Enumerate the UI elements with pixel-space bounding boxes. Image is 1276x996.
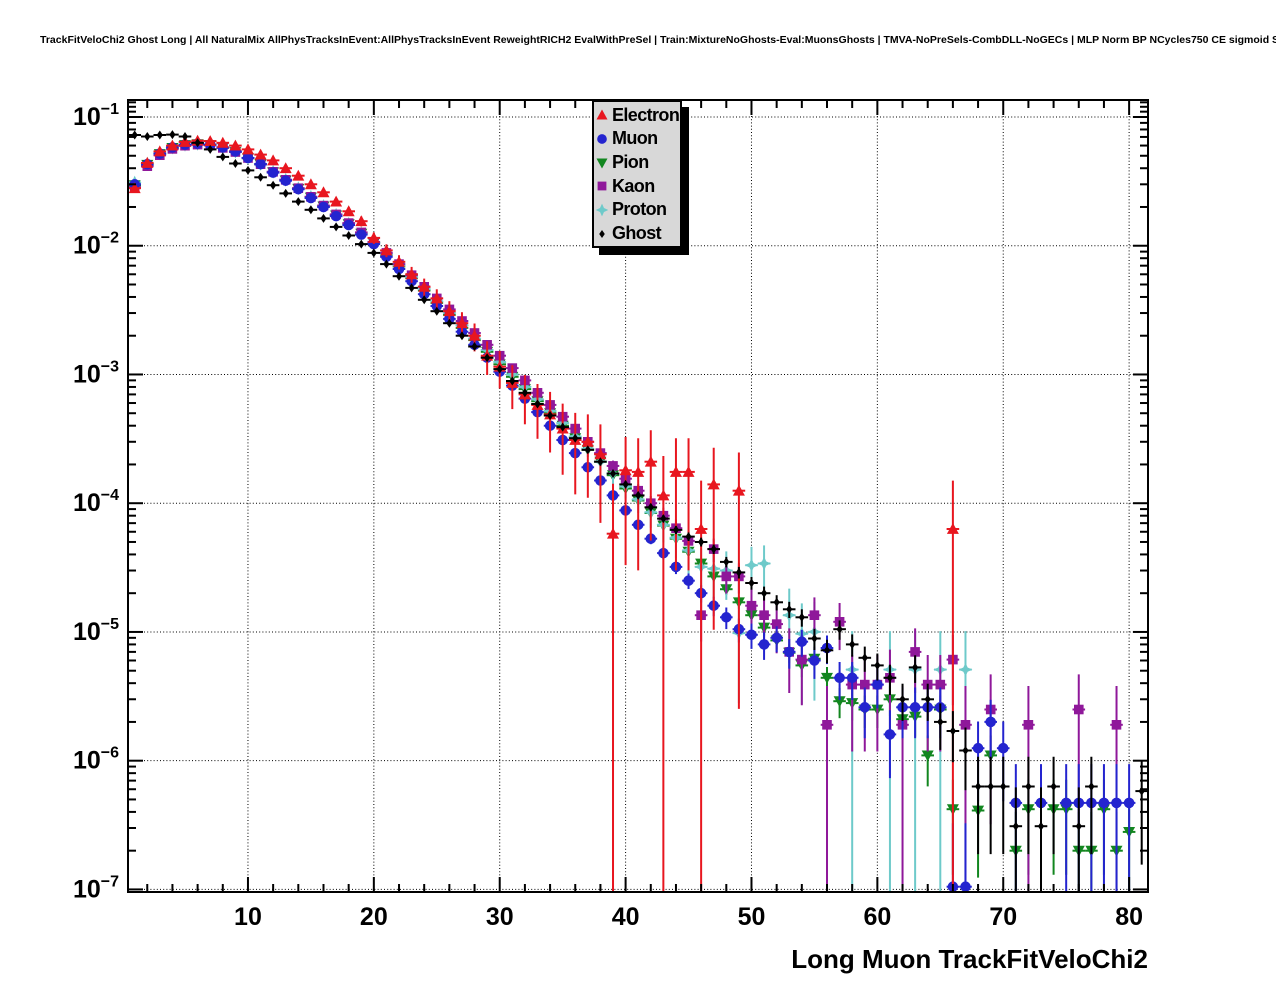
series-pion [128, 139, 1136, 891]
svg-text:10−3: 10−3 [73, 358, 119, 388]
svg-text:40: 40 [612, 903, 640, 931]
svg-text:10−7: 10−7 [73, 873, 119, 903]
svg-text:80: 80 [1115, 903, 1143, 931]
svg-text:10: 10 [234, 903, 262, 931]
legend-label-electron: Electron [612, 104, 680, 125]
legend-label-muon: Muon [612, 128, 658, 149]
plot-title: TrackFitVeloChi2 Ghost Long | All Natura… [40, 34, 1276, 46]
legend-label-ghost: Ghost [612, 223, 662, 244]
svg-text:70: 70 [989, 903, 1017, 931]
series-muon [128, 138, 1136, 892]
svg-text:10−1: 10−1 [73, 101, 119, 131]
series-ghost [128, 130, 1148, 891]
svg-text:30: 30 [486, 903, 514, 931]
legend-label-pion: Pion [612, 152, 649, 173]
legend-label-proton: Proton [612, 199, 667, 220]
series-electron [128, 134, 960, 891]
svg-text:10−6: 10−6 [73, 745, 119, 775]
proton-marker-icon [595, 202, 612, 217]
svg-text:10−4: 10−4 [73, 487, 119, 517]
svg-text:20: 20 [360, 903, 388, 931]
legend-label-kaon: Kaon [612, 175, 655, 196]
legend-item-ghost: Ghost [594, 222, 680, 245]
x-tick-labels: 10 20 30 40 50 60 70 80 [234, 903, 1143, 931]
legend-item-pion: Pion [594, 151, 680, 174]
legend: Electron Muon Pion Kaon Proton Ghost [592, 100, 682, 248]
ghost-marker-icon [595, 226, 612, 241]
legend-item-muon: Muon [594, 127, 680, 150]
electron-marker-icon [595, 107, 612, 122]
kaon-marker-icon [595, 178, 612, 193]
svg-text:60: 60 [863, 903, 891, 931]
series-proton [127, 137, 973, 891]
x-axis-title: Long Muon TrackFitVeloChi2 [791, 944, 1148, 974]
legend-item-electron: Electron [594, 103, 680, 126]
pion-marker-icon [595, 155, 612, 170]
svg-text:10−2: 10−2 [73, 230, 119, 260]
muon-marker-icon [595, 131, 612, 146]
svg-text:10−5: 10−5 [73, 616, 119, 646]
legend-item-proton: Proton [594, 198, 680, 221]
svg-text:50: 50 [738, 903, 766, 931]
axis-ticks [128, 100, 1148, 892]
y-tick-labels: 10−1 10−2 10−3 10−4 10−5 10−6 10−7 [73, 101, 119, 903]
legend-item-kaon: Kaon [594, 174, 680, 197]
